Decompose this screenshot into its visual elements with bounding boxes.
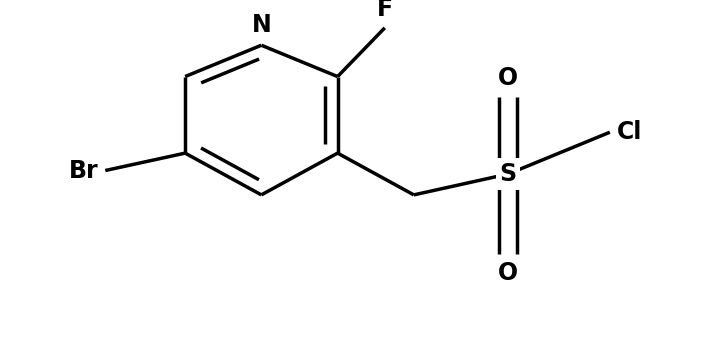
Text: O: O bbox=[498, 66, 518, 90]
Text: Cl: Cl bbox=[617, 120, 643, 144]
Text: S: S bbox=[499, 162, 517, 186]
Text: Br: Br bbox=[68, 159, 98, 182]
Text: N: N bbox=[251, 13, 272, 37]
Text: O: O bbox=[498, 261, 518, 285]
Text: F: F bbox=[377, 0, 393, 21]
